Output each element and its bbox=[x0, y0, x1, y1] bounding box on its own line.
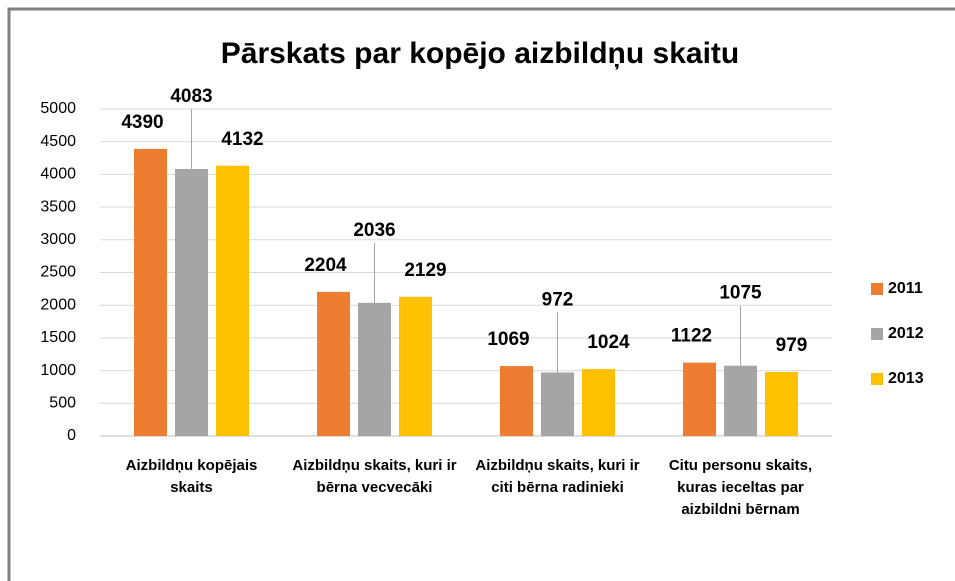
y-tick-label: 1000 bbox=[40, 362, 76, 379]
bar bbox=[724, 365, 757, 436]
bar bbox=[317, 291, 350, 436]
data-label: 1024 bbox=[587, 332, 630, 353]
x-tick-label: Aizbildņu kopējais skaits bbox=[125, 457, 258, 496]
data-label: 4390 bbox=[121, 112, 163, 133]
data-label: 2036 bbox=[353, 220, 395, 241]
frame-border bbox=[7, 7, 955, 581]
legend-label: 2012 bbox=[888, 325, 924, 342]
bar bbox=[175, 168, 208, 436]
legend-label: 2011 bbox=[888, 280, 923, 297]
y-tick-label: 2500 bbox=[40, 264, 76, 281]
y-tick-label: 3000 bbox=[40, 231, 76, 248]
y-tick-label: 1500 bbox=[40, 329, 76, 346]
bar bbox=[683, 362, 716, 436]
data-label: 979 bbox=[776, 335, 808, 356]
data-label: 2204 bbox=[304, 255, 347, 276]
data-label: 1075 bbox=[719, 283, 762, 304]
y-tick-label: 4500 bbox=[40, 133, 76, 150]
bar bbox=[216, 165, 249, 436]
x-tick-label: Aizbildņu skaits, kuri ir bērna vecvecāk… bbox=[292, 457, 457, 496]
data-label: 1069 bbox=[487, 329, 529, 350]
y-tick-label: 0 bbox=[67, 427, 76, 444]
bar bbox=[765, 371, 798, 436]
x-tick-label: Aizbildņu skaits, kuri ir citi bērna rad… bbox=[475, 457, 640, 496]
legend-swatch bbox=[871, 373, 883, 385]
y-tick-label: 500 bbox=[49, 395, 76, 412]
y-tick-label: 2000 bbox=[40, 296, 76, 313]
y-tick-label: 3500 bbox=[40, 198, 76, 215]
legend-label: 2013 bbox=[888, 370, 924, 387]
bar bbox=[399, 296, 432, 436]
legend-swatch bbox=[871, 328, 883, 340]
data-label: 4132 bbox=[221, 129, 263, 150]
bar bbox=[358, 302, 391, 436]
y-tick-label: 4000 bbox=[40, 166, 76, 183]
chart-title: Pārskats par kopējo aizbildņu skaitu bbox=[221, 37, 740, 70]
y-tick-label: 5000 bbox=[40, 100, 76, 117]
data-label: 2129 bbox=[404, 260, 446, 281]
bar bbox=[500, 366, 533, 436]
bar bbox=[582, 369, 615, 436]
bar bbox=[541, 372, 574, 436]
data-label: 1122 bbox=[671, 326, 712, 347]
legend-swatch bbox=[871, 283, 883, 295]
data-label: 4083 bbox=[170, 86, 212, 107]
bar bbox=[134, 148, 167, 437]
x-tick-label: Citu personu skaits, kuras ieceltas par … bbox=[668, 457, 813, 518]
data-label: 972 bbox=[542, 289, 574, 310]
